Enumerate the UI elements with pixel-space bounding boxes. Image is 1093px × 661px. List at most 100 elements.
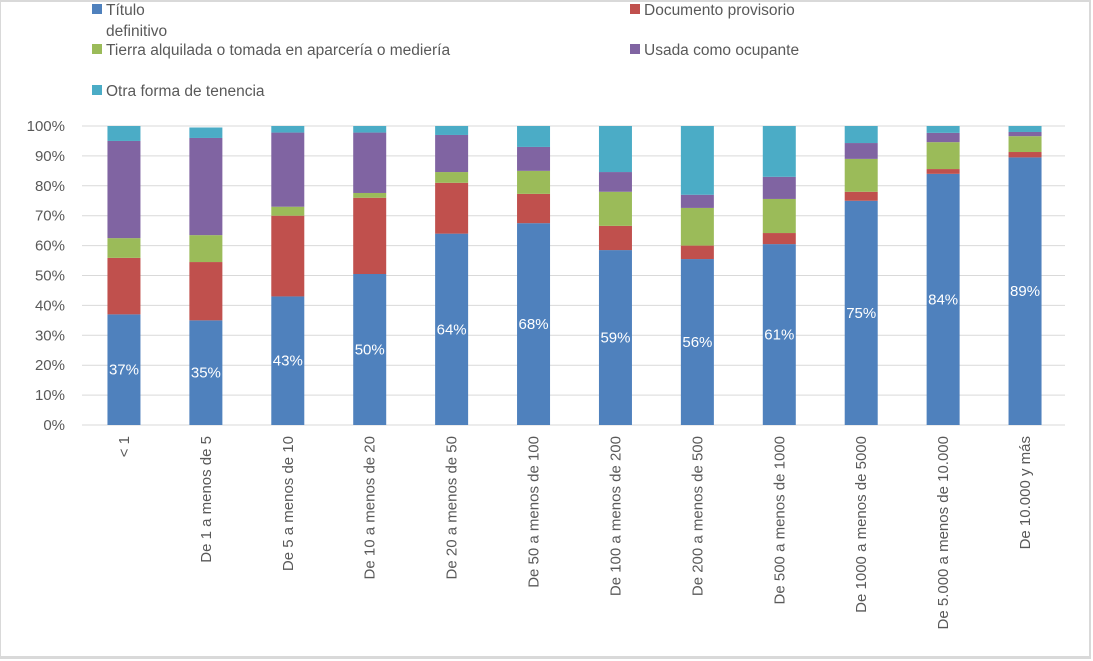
- data-label: 64%: [437, 321, 467, 338]
- data-label: 89%: [1010, 283, 1040, 300]
- data-label: 61%: [764, 327, 794, 344]
- bar-segment-otra-forma-de-tenencia[interactable]: [1008, 126, 1042, 132]
- bar-segment-usada-como-ocupante[interactable]: [762, 176, 796, 199]
- bar-segment-documento-provisorio[interactable]: [926, 169, 960, 174]
- bar-segment-t-tulo-definitivo[interactable]: [598, 250, 632, 425]
- bar-segment-usada-como-ocupante[interactable]: [844, 143, 878, 159]
- bar-segment-usada-como-ocupante[interactable]: [1008, 131, 1042, 137]
- bar-segment-t-tulo-definitivo[interactable]: [353, 274, 387, 425]
- bar-segment-usada-como-ocupante[interactable]: [189, 137, 223, 236]
- legend-item-titulo-definitivo-line2: definitivo: [106, 22, 167, 41]
- bar-stack[interactable]: [435, 126, 469, 425]
- bar-segment-otra-forma-de-tenencia[interactable]: [844, 126, 878, 144]
- bar-segment-usada-como-ocupante[interactable]: [517, 146, 551, 171]
- bar-segment-t-tulo-definitivo[interactable]: [762, 244, 796, 425]
- legend-item-tierra-alquilada[interactable]: Tierra alquilada o tomada en aparcería o…: [92, 41, 450, 60]
- bar-segment-documento-provisorio[interactable]: [1008, 152, 1042, 158]
- bar-stack[interactable]: [762, 126, 796, 425]
- bar-segment-documento-provisorio[interactable]: [762, 233, 796, 245]
- bar-segment-otra-forma-de-tenencia[interactable]: [435, 126, 469, 135]
- bar-segment-otra-forma-de-tenencia[interactable]: [680, 126, 714, 195]
- y-tick-label: 50%: [35, 268, 65, 285]
- data-label: 50%: [355, 342, 385, 359]
- bar-stack[interactable]: [271, 126, 305, 425]
- bar-stack[interactable]: [1008, 126, 1042, 425]
- x-category-label: De 500 a menos de 1000: [771, 436, 788, 604]
- bar-segment-usada-como-ocupante[interactable]: [598, 172, 632, 192]
- legend-item-usada-como-ocupante[interactable]: Usada como ocupante: [630, 41, 799, 60]
- x-category-label: De 50 a menos de 100: [526, 436, 543, 588]
- bar-segment-tierra-alquilada-o-tomada-en-aparcer-a-o-medier-a[interactable]: [107, 238, 141, 258]
- bar-segment-t-tulo-definitivo[interactable]: [680, 259, 714, 425]
- bar-segment-otra-forma-de-tenencia[interactable]: [926, 126, 960, 133]
- bar-segment-otra-forma-de-tenencia[interactable]: [107, 126, 141, 141]
- bar-segment-t-tulo-definitivo[interactable]: [926, 173, 960, 425]
- x-category-label: De 1000 a menos de 5000: [853, 436, 870, 613]
- y-tick-label: 80%: [35, 178, 65, 195]
- bar-segment-usada-como-ocupante[interactable]: [107, 140, 141, 239]
- bar-segment-t-tulo-definitivo[interactable]: [271, 296, 305, 425]
- legend-item-titulo-definitivo[interactable]: Título: [92, 1, 145, 20]
- bar-stack[interactable]: [926, 126, 960, 425]
- bar-stack[interactable]: [353, 126, 387, 425]
- bar-segment-documento-provisorio[interactable]: [189, 262, 223, 321]
- legend-item-documento-provisorio[interactable]: Documento provisorio: [630, 1, 795, 20]
- bar-segment-usada-como-ocupante[interactable]: [271, 132, 305, 207]
- bar-segment-documento-provisorio[interactable]: [844, 191, 878, 201]
- bar-segment-tierra-alquilada-o-tomada-en-aparcer-a-o-medier-a[interactable]: [598, 191, 632, 226]
- bar-stack[interactable]: [598, 126, 632, 425]
- y-tick-label: 40%: [35, 297, 65, 314]
- bar-stack[interactable]: [517, 126, 551, 425]
- bar-segment-documento-provisorio[interactable]: [353, 197, 387, 275]
- bar-segment-usada-como-ocupante[interactable]: [435, 134, 469, 173]
- bar-segment-usada-como-ocupante[interactable]: [680, 194, 714, 208]
- bar-segment-tierra-alquilada-o-tomada-en-aparcer-a-o-medier-a[interactable]: [353, 192, 387, 198]
- bar-segment-tierra-alquilada-o-tomada-en-aparcer-a-o-medier-a[interactable]: [1008, 136, 1042, 153]
- bar-segment-documento-provisorio[interactable]: [107, 257, 141, 315]
- bar-segment-t-tulo-definitivo[interactable]: [189, 320, 223, 425]
- bar-segment-documento-provisorio[interactable]: [435, 182, 469, 234]
- bar-stack[interactable]: [107, 126, 141, 425]
- bar-segment-usada-como-ocupante[interactable]: [926, 132, 960, 143]
- data-label: 59%: [600, 330, 630, 347]
- data-label: 84%: [928, 291, 958, 308]
- bar-segment-tierra-alquilada-o-tomada-en-aparcer-a-o-medier-a[interactable]: [844, 158, 878, 192]
- bar-segment-tierra-alquilada-o-tomada-en-aparcer-a-o-medier-a[interactable]: [680, 207, 714, 246]
- x-category-label: De 1 a menos de 5: [198, 436, 215, 563]
- bar-segment-tierra-alquilada-o-tomada-en-aparcer-a-o-medier-a[interactable]: [189, 235, 223, 263]
- bar-stack[interactable]: [680, 126, 714, 425]
- bar-segment-otra-forma-de-tenencia[interactable]: [271, 126, 305, 133]
- bar-segment-documento-provisorio[interactable]: [271, 215, 305, 297]
- bar-segment-documento-provisorio[interactable]: [598, 225, 632, 251]
- bar-segment-t-tulo-definitivo[interactable]: [1008, 157, 1042, 425]
- data-labels: 37% 35% 43% 50% 64% 68% 59% 56% 61% 75% 84% 89%: [109, 283, 1040, 381]
- bar-segment-documento-provisorio[interactable]: [517, 193, 551, 224]
- x-category-label: < 1: [116, 436, 133, 457]
- bar-segment-t-tulo-definitivo[interactable]: [517, 223, 551, 425]
- bar-stack[interactable]: [844, 126, 878, 425]
- bar-segment-tierra-alquilada-o-tomada-en-aparcer-a-o-medier-a[interactable]: [926, 142, 960, 170]
- bar-stack[interactable]: [189, 127, 223, 425]
- x-axis-categories: < 1 De 1 a menos de 5 De 5 a menos de 10 De…: [116, 436, 1034, 629]
- bar-segment-tierra-alquilada-o-tomada-en-aparcer-a-o-medier-a[interactable]: [271, 206, 305, 216]
- bar-segment-tierra-alquilada-o-tomada-en-aparcer-a-o-medier-a[interactable]: [517, 170, 551, 194]
- bar-segment-otra-forma-de-tenencia[interactable]: [598, 126, 632, 173]
- bar-segment-otra-forma-de-tenencia[interactable]: [353, 126, 387, 133]
- y-tick-label: 100%: [27, 118, 65, 135]
- bar-segment-tierra-alquilada-o-tomada-en-aparcer-a-o-medier-a[interactable]: [435, 172, 469, 183]
- bar-segment-t-tulo-definitivo[interactable]: [435, 233, 469, 425]
- bar-segment-otra-forma-de-tenencia[interactable]: [189, 127, 223, 138]
- data-label: 68%: [519, 316, 549, 333]
- bar-segment-t-tulo-definitivo[interactable]: [107, 314, 141, 425]
- bar-segment-otra-forma-de-tenencia[interactable]: [517, 126, 551, 147]
- bar-segment-t-tulo-definitivo[interactable]: [844, 200, 878, 425]
- bar-segment-tierra-alquilada-o-tomada-en-aparcer-a-o-medier-a[interactable]: [762, 198, 796, 234]
- data-label: 43%: [273, 353, 303, 370]
- legend-item-otra-forma[interactable]: Otra forma de tenencia: [92, 82, 265, 101]
- legend-label: Usada como ocupante: [644, 42, 800, 59]
- x-category-label: De 20 a menos de 50: [444, 436, 461, 579]
- bar-segment-otra-forma-de-tenencia[interactable]: [762, 126, 796, 177]
- bar-segment-usada-como-ocupante[interactable]: [353, 132, 387, 193]
- bar-segment-documento-provisorio[interactable]: [680, 245, 714, 260]
